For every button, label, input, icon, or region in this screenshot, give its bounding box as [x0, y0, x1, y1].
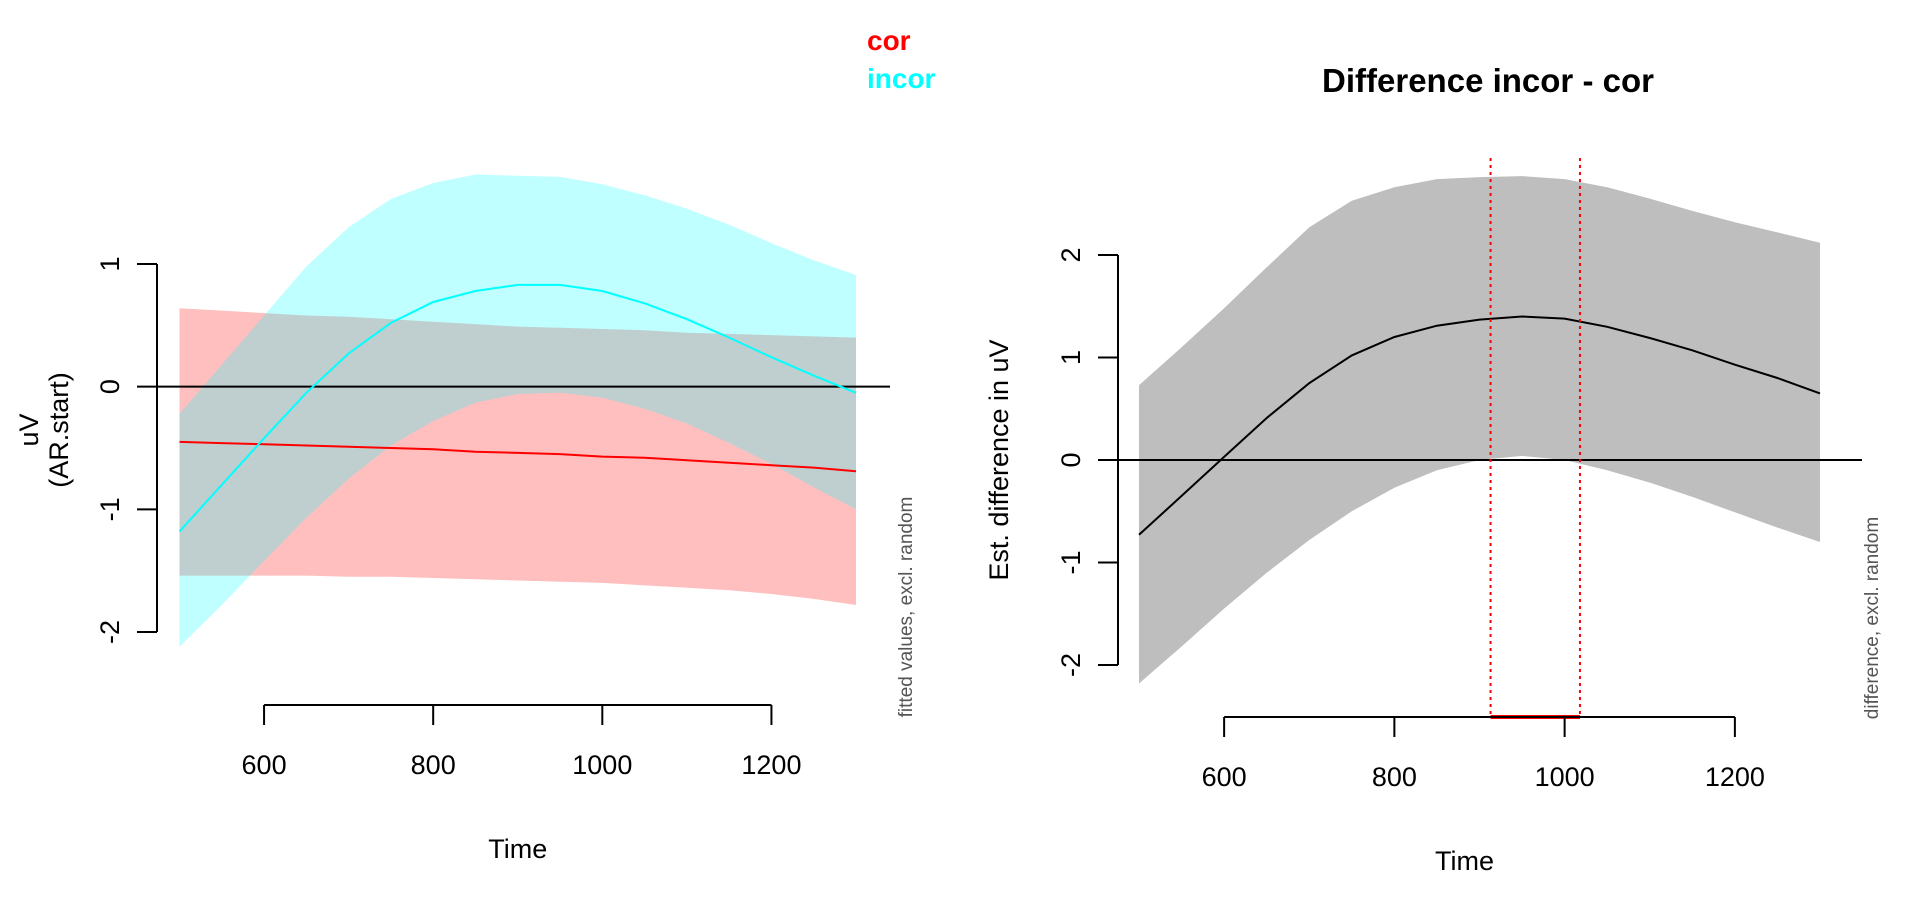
y-axis-title-line1: uV	[14, 413, 44, 446]
x-tick-label: 800	[411, 750, 456, 780]
difference-panel: Difference incor - cor -2 -1 0 1 2 600 800 100…	[984, 62, 1883, 876]
band-difference	[1139, 176, 1820, 684]
y-tick-label: 2	[1056, 247, 1086, 262]
y-tick-label: -2	[1056, 653, 1086, 677]
y-axis-title: Est. difference in uV	[984, 339, 1014, 580]
chart-title: Difference incor - cor	[1322, 62, 1654, 99]
y-tick-label: 1	[95, 256, 125, 271]
x-axis-title: Time	[488, 834, 547, 864]
x-tick-label: 1200	[741, 750, 801, 780]
fitted-values-panel: -2 -1 0 1 600 800 1000 1200 Time uV (AR.start)…	[14, 25, 936, 864]
y-tick-label: -1	[95, 497, 125, 521]
side-note: fitted values, excl. random	[896, 497, 917, 718]
confidence-band	[1139, 176, 1820, 684]
x-tick-label: 600	[242, 750, 287, 780]
x-axis: 600 800 1000 1200	[242, 704, 801, 780]
y-tick-label: -1	[1056, 550, 1086, 574]
legend-entry-incor: incor	[867, 63, 936, 94]
fitted-lines	[178, 283, 857, 533]
line-cor	[179, 440, 857, 473]
y-tick-label: 0	[95, 379, 125, 394]
side-note: difference, excl. random	[1862, 517, 1883, 719]
x-axis-title: Time	[1435, 846, 1494, 876]
x-axis: 600 800 1000 1200	[1202, 716, 1765, 792]
band-incor	[179, 174, 856, 647]
difference-line	[1138, 315, 1821, 536]
band-cor	[179, 308, 856, 605]
line-incor	[178, 283, 857, 533]
line-difference	[1138, 315, 1821, 536]
legend-entry-cor: cor	[867, 25, 911, 56]
x-tick-label: 1200	[1705, 762, 1765, 792]
y-tick-label: 0	[1056, 452, 1086, 467]
y-axis: -2 -1 0 1	[95, 256, 158, 644]
y-axis: -2 -1 0 1 2	[1056, 247, 1119, 677]
x-tick-label: 800	[1372, 762, 1417, 792]
y-tick-label: -2	[95, 620, 125, 644]
legend: cor incor	[867, 25, 936, 94]
x-tick-label: 1000	[572, 750, 632, 780]
y-tick-label: 1	[1056, 350, 1086, 365]
y-axis-title-line2: (AR.start)	[44, 372, 74, 488]
x-tick-label: 600	[1202, 762, 1247, 792]
confidence-bands	[179, 174, 856, 647]
x-tick-label: 1000	[1535, 762, 1595, 792]
